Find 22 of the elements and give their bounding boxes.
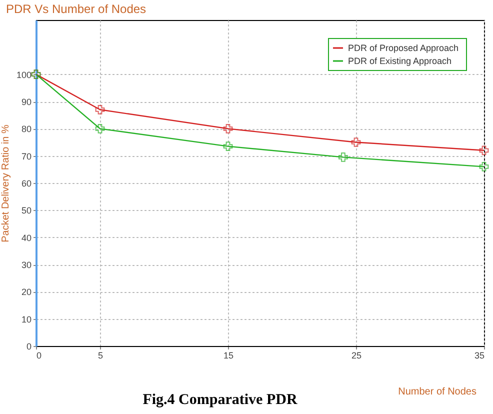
y-tick-label: 30 bbox=[21, 260, 32, 270]
legend-label: PDR of Existing Approach bbox=[348, 56, 452, 66]
y-tick-label: 90 bbox=[21, 97, 32, 107]
caption: Fig.4 Comparative PDR bbox=[142, 392, 298, 408]
y-tick-label: 100 bbox=[16, 70, 32, 80]
x-tick-label: 25 bbox=[351, 350, 362, 360]
chart-title: PDR Vs Number of Nodes bbox=[6, 2, 146, 16]
y-tick-label: 60 bbox=[21, 178, 32, 188]
y-tick-label: 0 bbox=[26, 342, 32, 352]
x-tick-label: 0 bbox=[36, 350, 42, 360]
x-tick-label: 15 bbox=[223, 350, 234, 360]
y-tick-label: 50 bbox=[21, 206, 32, 216]
x-tick-label: 35 bbox=[474, 350, 484, 360]
y-tick-label: 80 bbox=[21, 124, 32, 134]
x-axis-title: Number of Nodes bbox=[398, 386, 476, 398]
y-tick-label: 70 bbox=[21, 151, 32, 162]
legend-label: PDR of Proposed Approach bbox=[348, 43, 459, 53]
y-tick-label: 20 bbox=[21, 287, 32, 298]
y-axis-title: Packet Delivery Ratio in % bbox=[0, 124, 12, 242]
x-tick-label: 5 bbox=[98, 350, 104, 360]
y-tick-label: 10 bbox=[21, 314, 32, 324]
y-tick-label: 40 bbox=[21, 232, 32, 243]
